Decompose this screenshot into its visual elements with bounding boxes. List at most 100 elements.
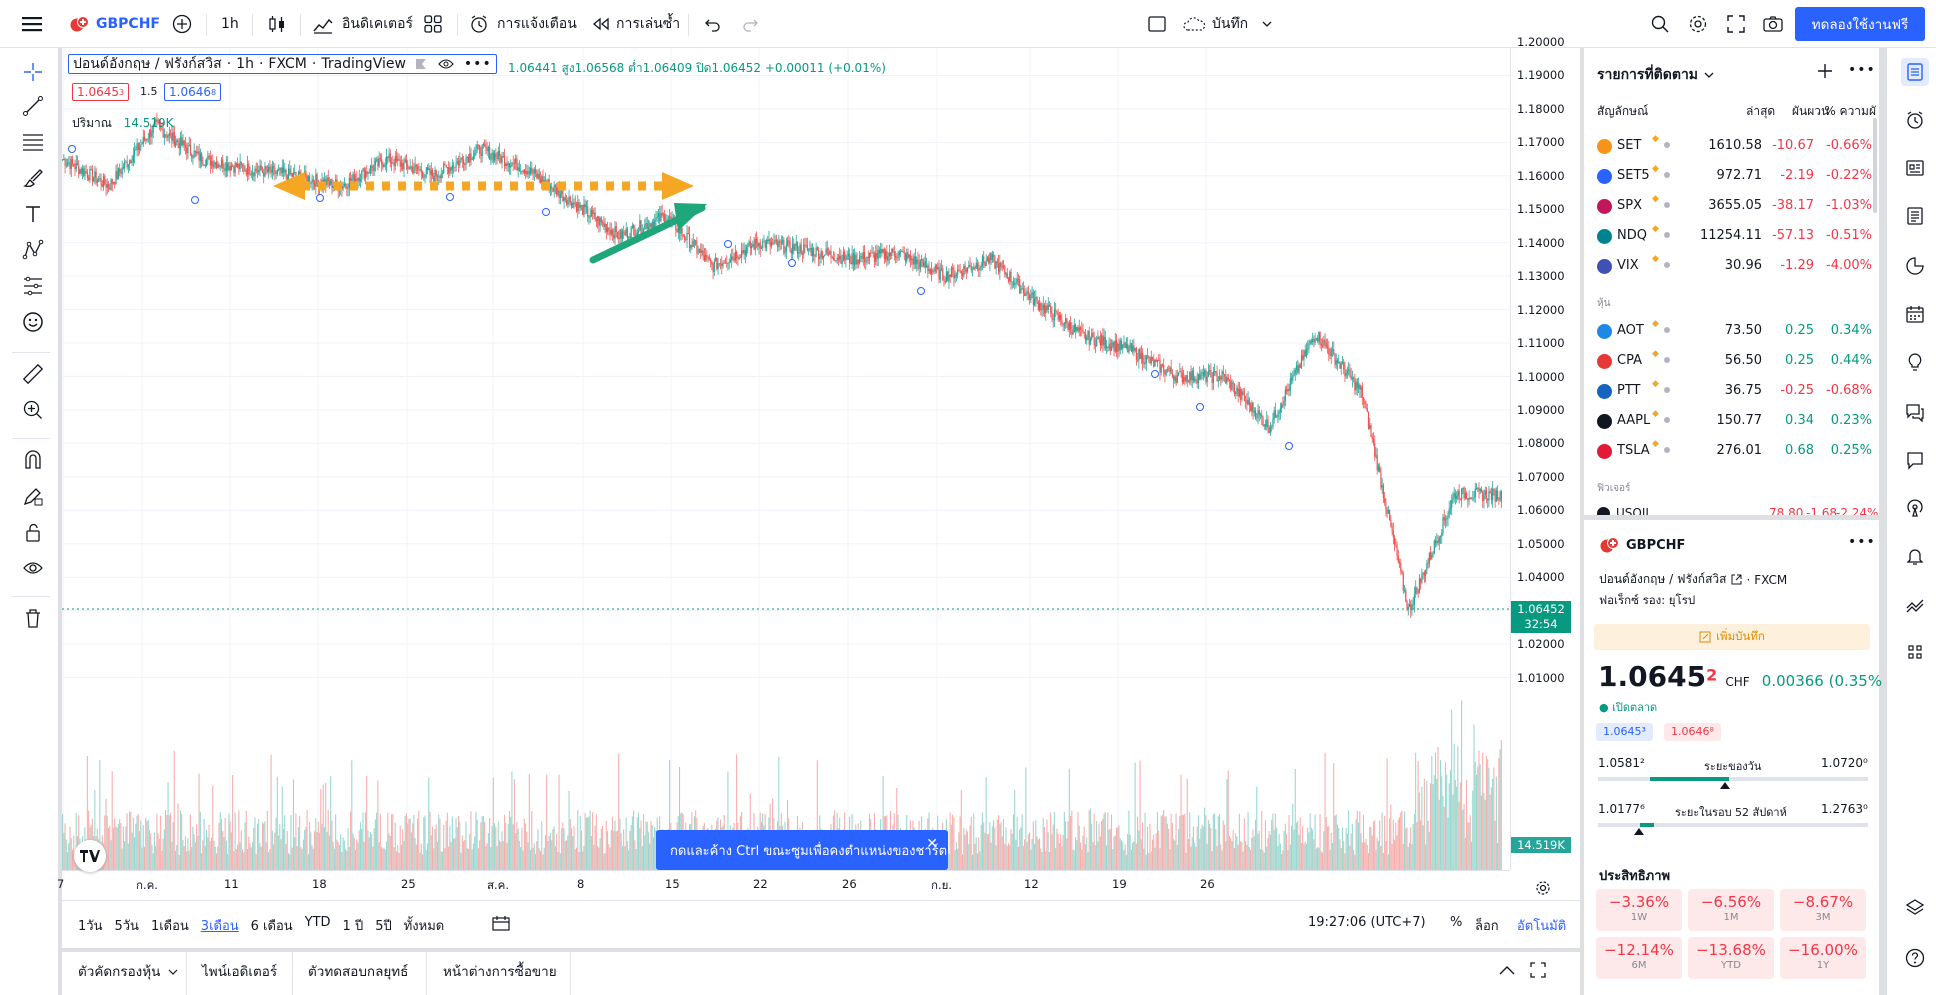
range-7[interactable]: 5ปี [375, 919, 392, 934]
hotlists-icon[interactable] [1901, 252, 1929, 280]
prediction-tool-icon[interactable] [19, 272, 47, 300]
watchlist-row[interactable]: PTT ◆ 36.75 -0.25 -0.68% [1584, 376, 1879, 406]
layers-icon[interactable] [1901, 894, 1929, 922]
watchlist-icon[interactable] [1901, 58, 1929, 86]
redo-icon[interactable] [741, 0, 759, 48]
lock-drawing-pencil-icon[interactable] [19, 482, 47, 510]
watchlist-row[interactable]: SET ◆ 1610.58 -10.67 -0.66% [1584, 131, 1879, 161]
chart-settings-gear-icon[interactable] [1535, 880, 1551, 900]
range-3[interactable]: 3เดือน [200, 919, 239, 934]
streams-icon[interactable] [1901, 446, 1929, 474]
col-header-change-pct[interactable]: % ความผั [1824, 104, 1876, 118]
replay-button[interactable]: การเล่นซ้ำ [592, 0, 680, 48]
indicators-button[interactable]: อินดิเคเตอร์ [312, 0, 413, 48]
notifications-bell-icon[interactable] [1901, 542, 1929, 570]
range-8[interactable]: ทั้งหมด [403, 919, 445, 934]
alerts-clock-icon[interactable] [1901, 106, 1929, 134]
menu-icon[interactable] [22, 0, 42, 48]
details-header[interactable]: GBPCHF [1600, 536, 1685, 554]
col-header-last[interactable]: ล่าสุด [1746, 104, 1776, 118]
crosshair-icon[interactable] [19, 58, 47, 86]
emoji-icon[interactable] [19, 308, 47, 336]
event-marker[interactable] [917, 287, 925, 295]
buy-button[interactable]: 1.0646 8 [164, 83, 222, 101]
clock-time[interactable]: 19:27:06 (UTC+7) [1308, 915, 1426, 930]
object-tree-icon[interactable] [1901, 638, 1929, 666]
sell-button[interactable]: 1.0645 3 [72, 83, 130, 101]
trash-icon[interactable] [19, 604, 47, 632]
symbol-search-button[interactable]: GBPCHF [70, 0, 160, 48]
performance-cell[interactable]: −6.56% 1M [1688, 889, 1774, 931]
event-marker[interactable] [1151, 370, 1159, 378]
alerts-button[interactable]: การแจ้งเตือน [469, 0, 577, 48]
tradingview-logo[interactable] [74, 840, 106, 872]
close-icon[interactable]: ✕ [926, 836, 938, 852]
chevron-up-icon[interactable] [1498, 964, 1516, 980]
more-options-icon[interactable]: ••• [463, 56, 492, 72]
try-free-button[interactable]: ทดลองใช้งานฟรี [1795, 7, 1925, 41]
tab-stock-screener[interactable]: ตัวคัดกรองหุ้น [78, 960, 178, 982]
date-range-calendar-icon[interactable] [492, 915, 510, 935]
maximize-panel-icon[interactable] [1530, 962, 1546, 982]
watchlist-row[interactable]: SET5 ◆ 972.71 -2.19 -0.22% [1584, 161, 1879, 191]
interval-button[interactable]: 1h [221, 16, 239, 32]
add-note-button[interactable]: เพิ่มบันทึก [1594, 624, 1870, 650]
event-marker[interactable] [446, 193, 454, 201]
help-icon[interactable] [1901, 944, 1929, 972]
col-header-symbol[interactable]: สัญลักษณ์ [1597, 104, 1649, 118]
watchlist-row[interactable]: CPA ◆ 56.50 0.25 0.44% [1584, 346, 1879, 376]
event-marker[interactable] [68, 145, 76, 153]
eye-icon[interactable] [438, 58, 454, 70]
event-marker[interactable] [542, 208, 550, 216]
tab-trading-panel[interactable]: หน้าต่างการซื้อขาย [443, 964, 557, 980]
chart-pane[interactable]: ปอนด์อังกฤษ / ฟรังก์สวิส · 1h · FXCM · T… [57, 35, 1580, 948]
watchlist-row-partial[interactable]: USOIL 78.80 -1.68 -2.24% [1584, 503, 1879, 515]
event-marker[interactable] [316, 194, 324, 202]
range-1[interactable]: 5วัน [114, 919, 139, 934]
ideas-lightbulb-icon[interactable] [1901, 348, 1929, 376]
watchlist-title-button[interactable]: รายการที่ติดตาม [1597, 64, 1714, 86]
chart-type-candles-icon[interactable] [267, 0, 287, 48]
layouts-grid-icon[interactable] [423, 0, 443, 48]
performance-cell[interactable]: −12.14% 6M [1596, 937, 1682, 979]
performance-cell[interactable]: −3.36% 1W [1596, 889, 1682, 931]
tab-strategy-tester[interactable]: ตัวทดสอบกลยุทธ์ [308, 964, 409, 980]
range-4[interactable]: 6 เดือน [250, 919, 293, 934]
pattern-tool-icon[interactable] [19, 236, 47, 264]
flag-icon[interactable] [415, 59, 426, 69]
undo-icon[interactable] [704, 0, 722, 48]
fullscreen-icon[interactable] [1726, 0, 1746, 48]
performance-cell[interactable]: −13.68% YTD [1688, 937, 1774, 979]
ruler-measure-icon[interactable] [19, 360, 47, 388]
text-tool-icon[interactable] [19, 200, 47, 228]
performance-cell[interactable]: −16.00% 1Y [1780, 937, 1866, 979]
auto-scale-toggle[interactable]: อัตโนมัติ [1517, 919, 1567, 934]
range-6[interactable]: 1 ปี [342, 919, 364, 934]
add-symbol-plus-icon[interactable] [1816, 62, 1834, 84]
price-chart[interactable] [62, 48, 1580, 900]
watchlist-row[interactable]: SPX ◆ 3655.05 -38.17 -1.03% [1584, 191, 1879, 221]
data-window-icon[interactable] [1901, 202, 1929, 230]
visibility-eye-icon[interactable] [19, 554, 47, 582]
watchlist-row[interactable]: NDQ ◆ 11254.11 -57.13 -0.51% [1584, 221, 1879, 251]
col-header-change[interactable]: ผันผวน [1792, 104, 1830, 118]
performance-cell[interactable]: −8.67% 3M [1780, 889, 1866, 931]
watchlist-scrollbar[interactable] [1873, 118, 1877, 213]
range-5[interactable]: YTD [304, 915, 331, 930]
event-marker[interactable] [788, 259, 796, 267]
news-icon[interactable] [1901, 154, 1929, 182]
watchlist-more-icon[interactable]: ••• [1848, 62, 1876, 78]
event-marker[interactable] [191, 196, 199, 204]
watchlist-row[interactable]: AOT ◆ 73.50 0.25 0.34% [1584, 316, 1879, 346]
event-marker[interactable] [1196, 403, 1204, 411]
event-marker[interactable] [1285, 442, 1293, 450]
log-toggle[interactable]: ล็อก [1475, 919, 1499, 934]
watchlist-row[interactable]: VIX ◆ 30.96 -1.29 -4.00% [1584, 251, 1879, 281]
zoom-in-icon[interactable] [19, 396, 47, 424]
compare-add-icon[interactable] [172, 0, 192, 48]
range-2[interactable]: 1เดือน [150, 919, 189, 934]
external-link-icon[interactable] [1731, 574, 1742, 585]
lock-icon[interactable] [19, 518, 47, 546]
range-0[interactable]: 1วัน [78, 919, 103, 934]
watchlist-row[interactable]: TSLA ◆ 276.01 0.68 0.25% [1584, 436, 1879, 466]
